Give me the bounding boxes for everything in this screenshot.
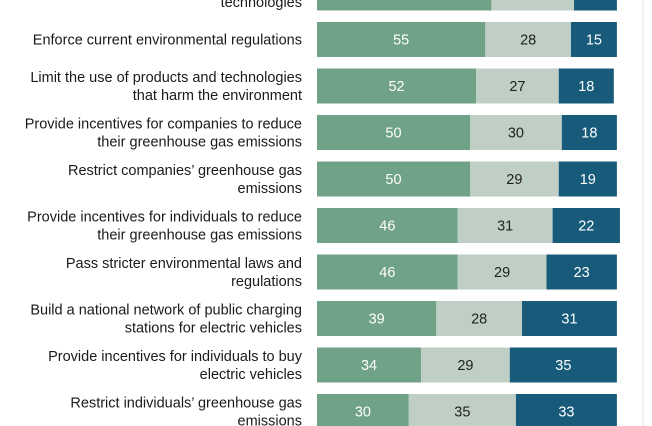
bar-segment-2 <box>476 68 559 104</box>
bar-segment-3 <box>509 347 617 383</box>
row-label-line: Pass stricter environmental laws and <box>66 256 302 272</box>
row-label-line: that harm the environment <box>133 88 302 104</box>
value-label: 18 <box>578 79 594 95</box>
value-label: 22 <box>578 219 594 235</box>
value-label: 35 <box>454 405 470 421</box>
bar-segment-2 <box>421 347 510 383</box>
bar-segment-1 <box>317 208 458 243</box>
row-label: Pass stricter environmental laws and regu… <box>66 256 302 290</box>
value-label: 39 <box>369 312 385 328</box>
value-label: 31 <box>497 219 513 235</box>
bar-segment-1 <box>317 0 492 11</box>
value-label: 28 <box>471 312 487 328</box>
row-label-line: their greenhouse gas emissions <box>97 228 302 244</box>
row-label-line: emissions <box>238 414 302 426</box>
bar-segment-2 <box>436 301 523 336</box>
row-label: technologies <box>221 0 302 11</box>
bar-segment-3 <box>561 115 617 150</box>
row-label: Build a national network of public charg… <box>30 303 302 337</box>
bar-segment-3 <box>552 208 620 243</box>
row-label-line: stations for electric vehicles <box>125 321 302 337</box>
bar-segment-3 <box>546 254 617 290</box>
row-labels: technologies Enforce current environmenta… <box>25 0 303 426</box>
value-labels: 55 28 15 52 27 18 50 30 18 50 29 19 46 31 22 46 29 23 39 28… <box>355 33 602 421</box>
value-label: 28 <box>520 33 536 49</box>
row-label-line: Build a national network of public charg… <box>30 303 302 319</box>
value-label: 34 <box>361 358 377 374</box>
row-label-line: Enforce current environmental regulation… <box>33 33 302 49</box>
bar-segment-3 <box>558 68 614 104</box>
value-label: 46 <box>379 219 395 235</box>
bar-segment-1 <box>317 115 470 150</box>
bar-segment-3 <box>570 22 617 57</box>
bar-segment-2 <box>485 22 571 57</box>
value-label: 30 <box>508 126 524 142</box>
row-label-line: Provide incentives for individuals to re… <box>27 210 302 226</box>
row-label-line: technologies <box>221 0 302 11</box>
bar-segment-3 <box>558 161 617 197</box>
row-label-line: electric vehicles <box>200 367 302 383</box>
bar-segment-2 <box>470 161 559 197</box>
row-label-line: Restrict individuals’ greenhouse gas <box>70 396 302 412</box>
value-label: 18 <box>581 126 597 142</box>
value-label: 29 <box>506 172 522 188</box>
value-label: 50 <box>385 172 401 188</box>
bar-segment-1 <box>317 347 422 383</box>
bar-segment-3 <box>515 394 617 426</box>
value-label: 19 <box>580 172 596 188</box>
value-label: 15 <box>586 33 602 49</box>
row-label: Provide incentives for individuals to bu… <box>48 349 303 383</box>
bar-segment-2 <box>470 115 562 150</box>
value-label: 29 <box>494 265 510 281</box>
value-label: 33 <box>558 405 574 421</box>
value-label: 23 <box>574 265 590 281</box>
bar-segment-2 <box>408 394 516 426</box>
row-label: Restrict companies’ greenhouse gas emissi… <box>68 163 302 197</box>
bar-segment-3 <box>574 0 617 11</box>
bar-segment-3 <box>522 301 617 336</box>
value-label: 31 <box>561 312 577 328</box>
bar-segment-1 <box>317 68 477 104</box>
value-label: 35 <box>555 358 571 374</box>
bar-segment-2 <box>457 254 547 290</box>
row-label-line: their greenhouse gas emissions <box>97 135 302 151</box>
row-label: Enforce current environmental regulation… <box>33 33 302 49</box>
bar-segment-1 <box>317 394 409 426</box>
bar-segment-1 <box>317 161 470 197</box>
bar-segment-2 <box>457 208 553 243</box>
value-label: 50 <box>385 126 401 142</box>
row-label: Provide incentives for individuals to re… <box>27 210 302 244</box>
row-label-line: Provide incentives for individuals to bu… <box>48 349 303 365</box>
row-label-line: Restrict companies’ greenhouse gas <box>68 163 302 179</box>
value-label: 27 <box>509 79 525 95</box>
bar-segment-1 <box>317 22 486 57</box>
bars <box>317 0 620 426</box>
value-label: 46 <box>379 265 395 281</box>
value-label: 55 <box>393 33 409 49</box>
value-label: 52 <box>388 79 404 95</box>
bar-segment-1 <box>317 254 458 290</box>
row-label: Limit the use of products and technologi… <box>30 70 302 104</box>
row-label: Provide incentives for companies to redu… <box>25 117 302 151</box>
row-label: Restrict individuals’ greenhouse gas emis… <box>70 396 302 426</box>
value-label: 30 <box>355 405 371 421</box>
value-label: 29 <box>457 358 473 374</box>
row-label-line: Limit the use of products and technologi… <box>30 70 302 86</box>
bar-segment-1 <box>317 301 437 336</box>
row-label-line: regulations <box>231 274 302 290</box>
row-label-line: Provide incentives for companies to redu… <box>25 117 302 133</box>
bar-segment-2 <box>491 0 575 11</box>
row-label-line: emissions <box>238 181 302 197</box>
